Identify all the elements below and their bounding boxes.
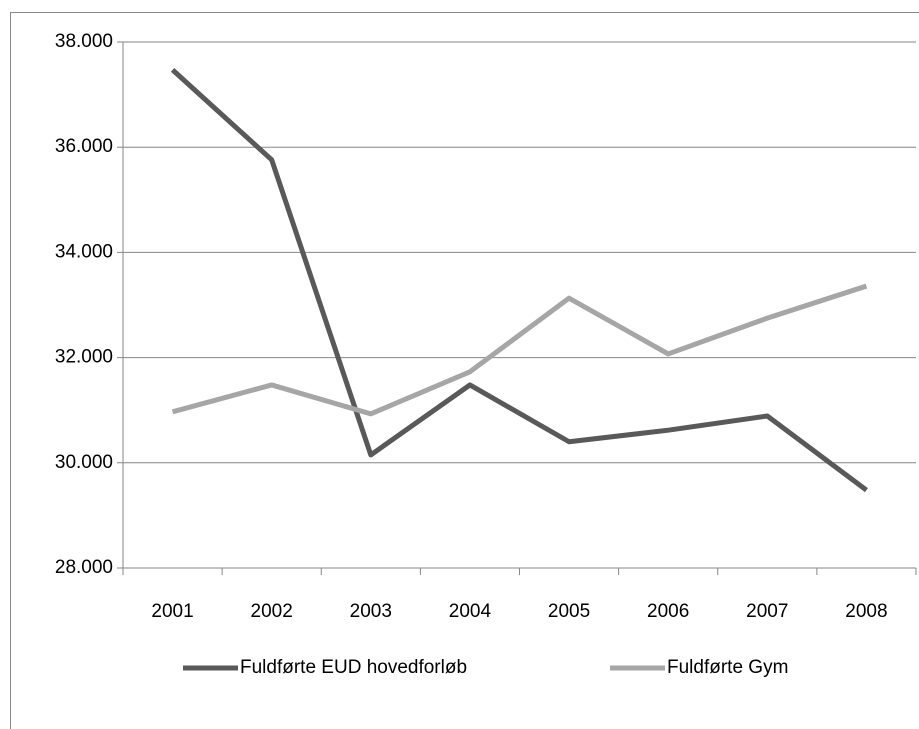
x-tick-label: 2007 <box>746 601 788 622</box>
legend-label: Fuldførte EUD hovedforløb <box>240 657 467 678</box>
series-line <box>171 283 868 417</box>
y-tick-label: 30.000 <box>55 452 113 473</box>
series-line <box>170 68 868 493</box>
x-tick-label: 2004 <box>449 601 492 622</box>
chart-border <box>10 12 919 729</box>
x-tick-label: 2002 <box>251 601 293 622</box>
y-tick-label: 36.000 <box>55 136 113 157</box>
x-tick-label: 2008 <box>845 601 887 622</box>
x-tick-label: 2005 <box>548 601 590 622</box>
y-tick-label: 34.000 <box>55 241 113 262</box>
y-tick-label: 38.000 <box>55 31 113 52</box>
legend-label: Fuldførte Gym <box>667 657 788 678</box>
y-tick-label: 32.000 <box>55 347 113 368</box>
x-tick-label: 2003 <box>350 601 392 622</box>
x-tick-label: 2006 <box>647 601 689 622</box>
x-tick-label: 2001 <box>151 601 193 622</box>
y-tick-label: 28.000 <box>55 557 113 578</box>
